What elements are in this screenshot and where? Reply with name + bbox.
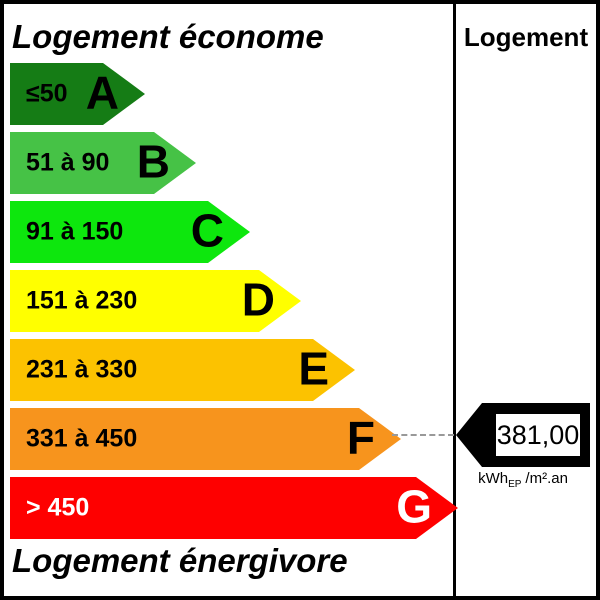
range-label: ≤50	[26, 79, 68, 108]
class-letter: G	[396, 480, 432, 533]
class-letter: D	[241, 273, 275, 326]
class-letter: E	[298, 342, 329, 395]
range-label: 151 à 230	[26, 286, 138, 315]
range-label: 91 à 150	[26, 217, 124, 246]
panel-title-logement: Logement	[463, 22, 589, 52]
range-label: > 450	[26, 493, 90, 522]
value-indicator-arrow: 381,00	[456, 403, 590, 467]
energy-class-bar-F: 331 à 450 F	[10, 408, 401, 470]
class-letter: F	[346, 411, 375, 464]
logement-value-panel: Logement	[456, 4, 596, 596]
dashed-connector-line	[392, 434, 454, 436]
energy-class-bar-D: 151 à 230 D	[10, 270, 301, 332]
range-label: 51 à 90	[26, 148, 110, 177]
unit-per-m2-an: /m².an	[525, 470, 568, 487]
title-logement-energivore: Logement énergivore	[12, 542, 348, 579]
energy-class-bar-G: > 450 G	[10, 477, 458, 539]
class-letter: B	[136, 135, 170, 188]
class-letter: C	[190, 204, 224, 257]
range-label: 231 à 330	[26, 355, 138, 384]
unit-ep-subscript: EP	[508, 479, 522, 490]
energy-scale-panel: Logement économe ≤50 A 51 à 90 B 91 à 15…	[4, 4, 456, 596]
energy-scale: ≤50 A 51 à 90 B 91 à 150 C 151 à 230 D 2…	[10, 63, 453, 539]
energy-class-bar-B: 51 à 90 B	[10, 132, 196, 194]
range-label: 331 à 450	[26, 424, 138, 453]
energy-class-bar-E: 231 à 330 E	[10, 339, 355, 401]
class-letter: A	[85, 66, 119, 119]
energy-class-bar-A: ≤50 A	[10, 63, 145, 125]
title-logement-econome: Logement économe	[12, 18, 324, 55]
unit-kwh: kWh	[478, 470, 509, 487]
energy-value: 381,00	[496, 419, 580, 450]
energy-value-box: 381,00	[496, 414, 580, 456]
energy-unit-label: kWhEP/m².an	[456, 470, 590, 490]
energy-class-bar-C: 91 à 150 C	[10, 201, 250, 263]
